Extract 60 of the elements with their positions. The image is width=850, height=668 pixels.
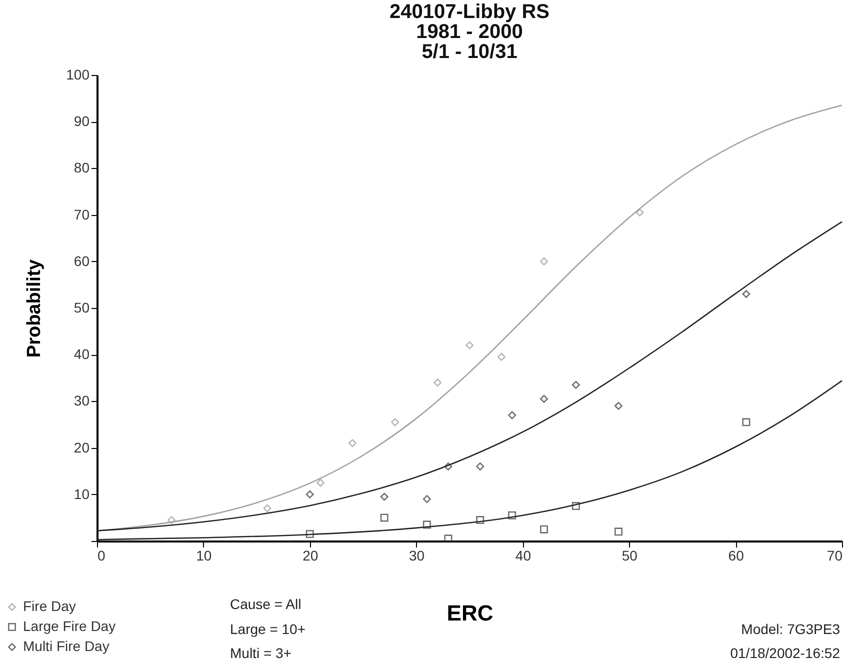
point [444,534,452,543]
y-tick-label: 100 [66,66,90,82]
y-tick-label: 30 [74,392,90,409]
text: Cause = All [230,596,302,612]
point [508,411,516,420]
point [540,394,548,403]
line-series [96,221,843,532]
point [508,511,516,520]
point [422,495,431,504]
point [476,516,484,524]
point [636,208,644,216]
x-tick-label: 60 [728,548,744,564]
point [614,402,623,410]
y-tick-label: 50 [74,300,90,316]
point [380,514,388,522]
y-tick-label: 60 [74,252,90,269]
point [572,502,580,510]
x-tick-label: 40 [515,548,532,564]
point [742,418,750,426]
text: Multi = 3+ [230,645,292,661]
point [444,462,452,470]
point [540,525,548,534]
point [572,380,580,389]
text: 01/18/2002-16:52 [730,645,840,661]
point [422,520,431,529]
x-tick-label: 30 [408,548,425,564]
point [540,257,548,266]
x-tick-label: 10 [196,548,212,564]
point [348,439,356,448]
text: Model: 7G3PE3 [741,621,840,637]
y-tick-label: 40 [74,346,90,362]
chart-title: 240107-Libby RS 1981 - 2000 5/1 - 10/31 [388,1,551,63]
y-tick-label: 90 [74,113,90,130]
point [465,341,474,350]
point [434,378,442,387]
x-tick-label: 20 [302,548,318,564]
point [380,492,388,501]
point [306,490,314,498]
point [742,290,750,298]
x-tick-label: 70 [826,548,843,564]
text: Large = 10+ [230,621,306,637]
y-axis-title: Probability [24,258,46,358]
y-tick-label: 70 [74,206,90,222]
y-tick-label: 20 [74,439,90,456]
point [476,462,484,470]
legend-label: Large Fire Day [23,618,116,634]
point [263,504,272,512]
legend-label: Fire Day [23,598,76,614]
point [167,516,176,524]
y-tick-label: 80 [74,160,90,176]
x-tick-label: 50 [622,548,638,564]
point [316,478,325,487]
point [390,418,400,426]
x-tick-label: 0 [98,548,106,564]
point [614,528,623,536]
y-tick-label: 10 [74,486,90,502]
point [306,530,314,538]
legend-label: Multi Fire Day [23,638,110,654]
x-axis-title: ERC [446,600,494,626]
point [497,352,506,361]
